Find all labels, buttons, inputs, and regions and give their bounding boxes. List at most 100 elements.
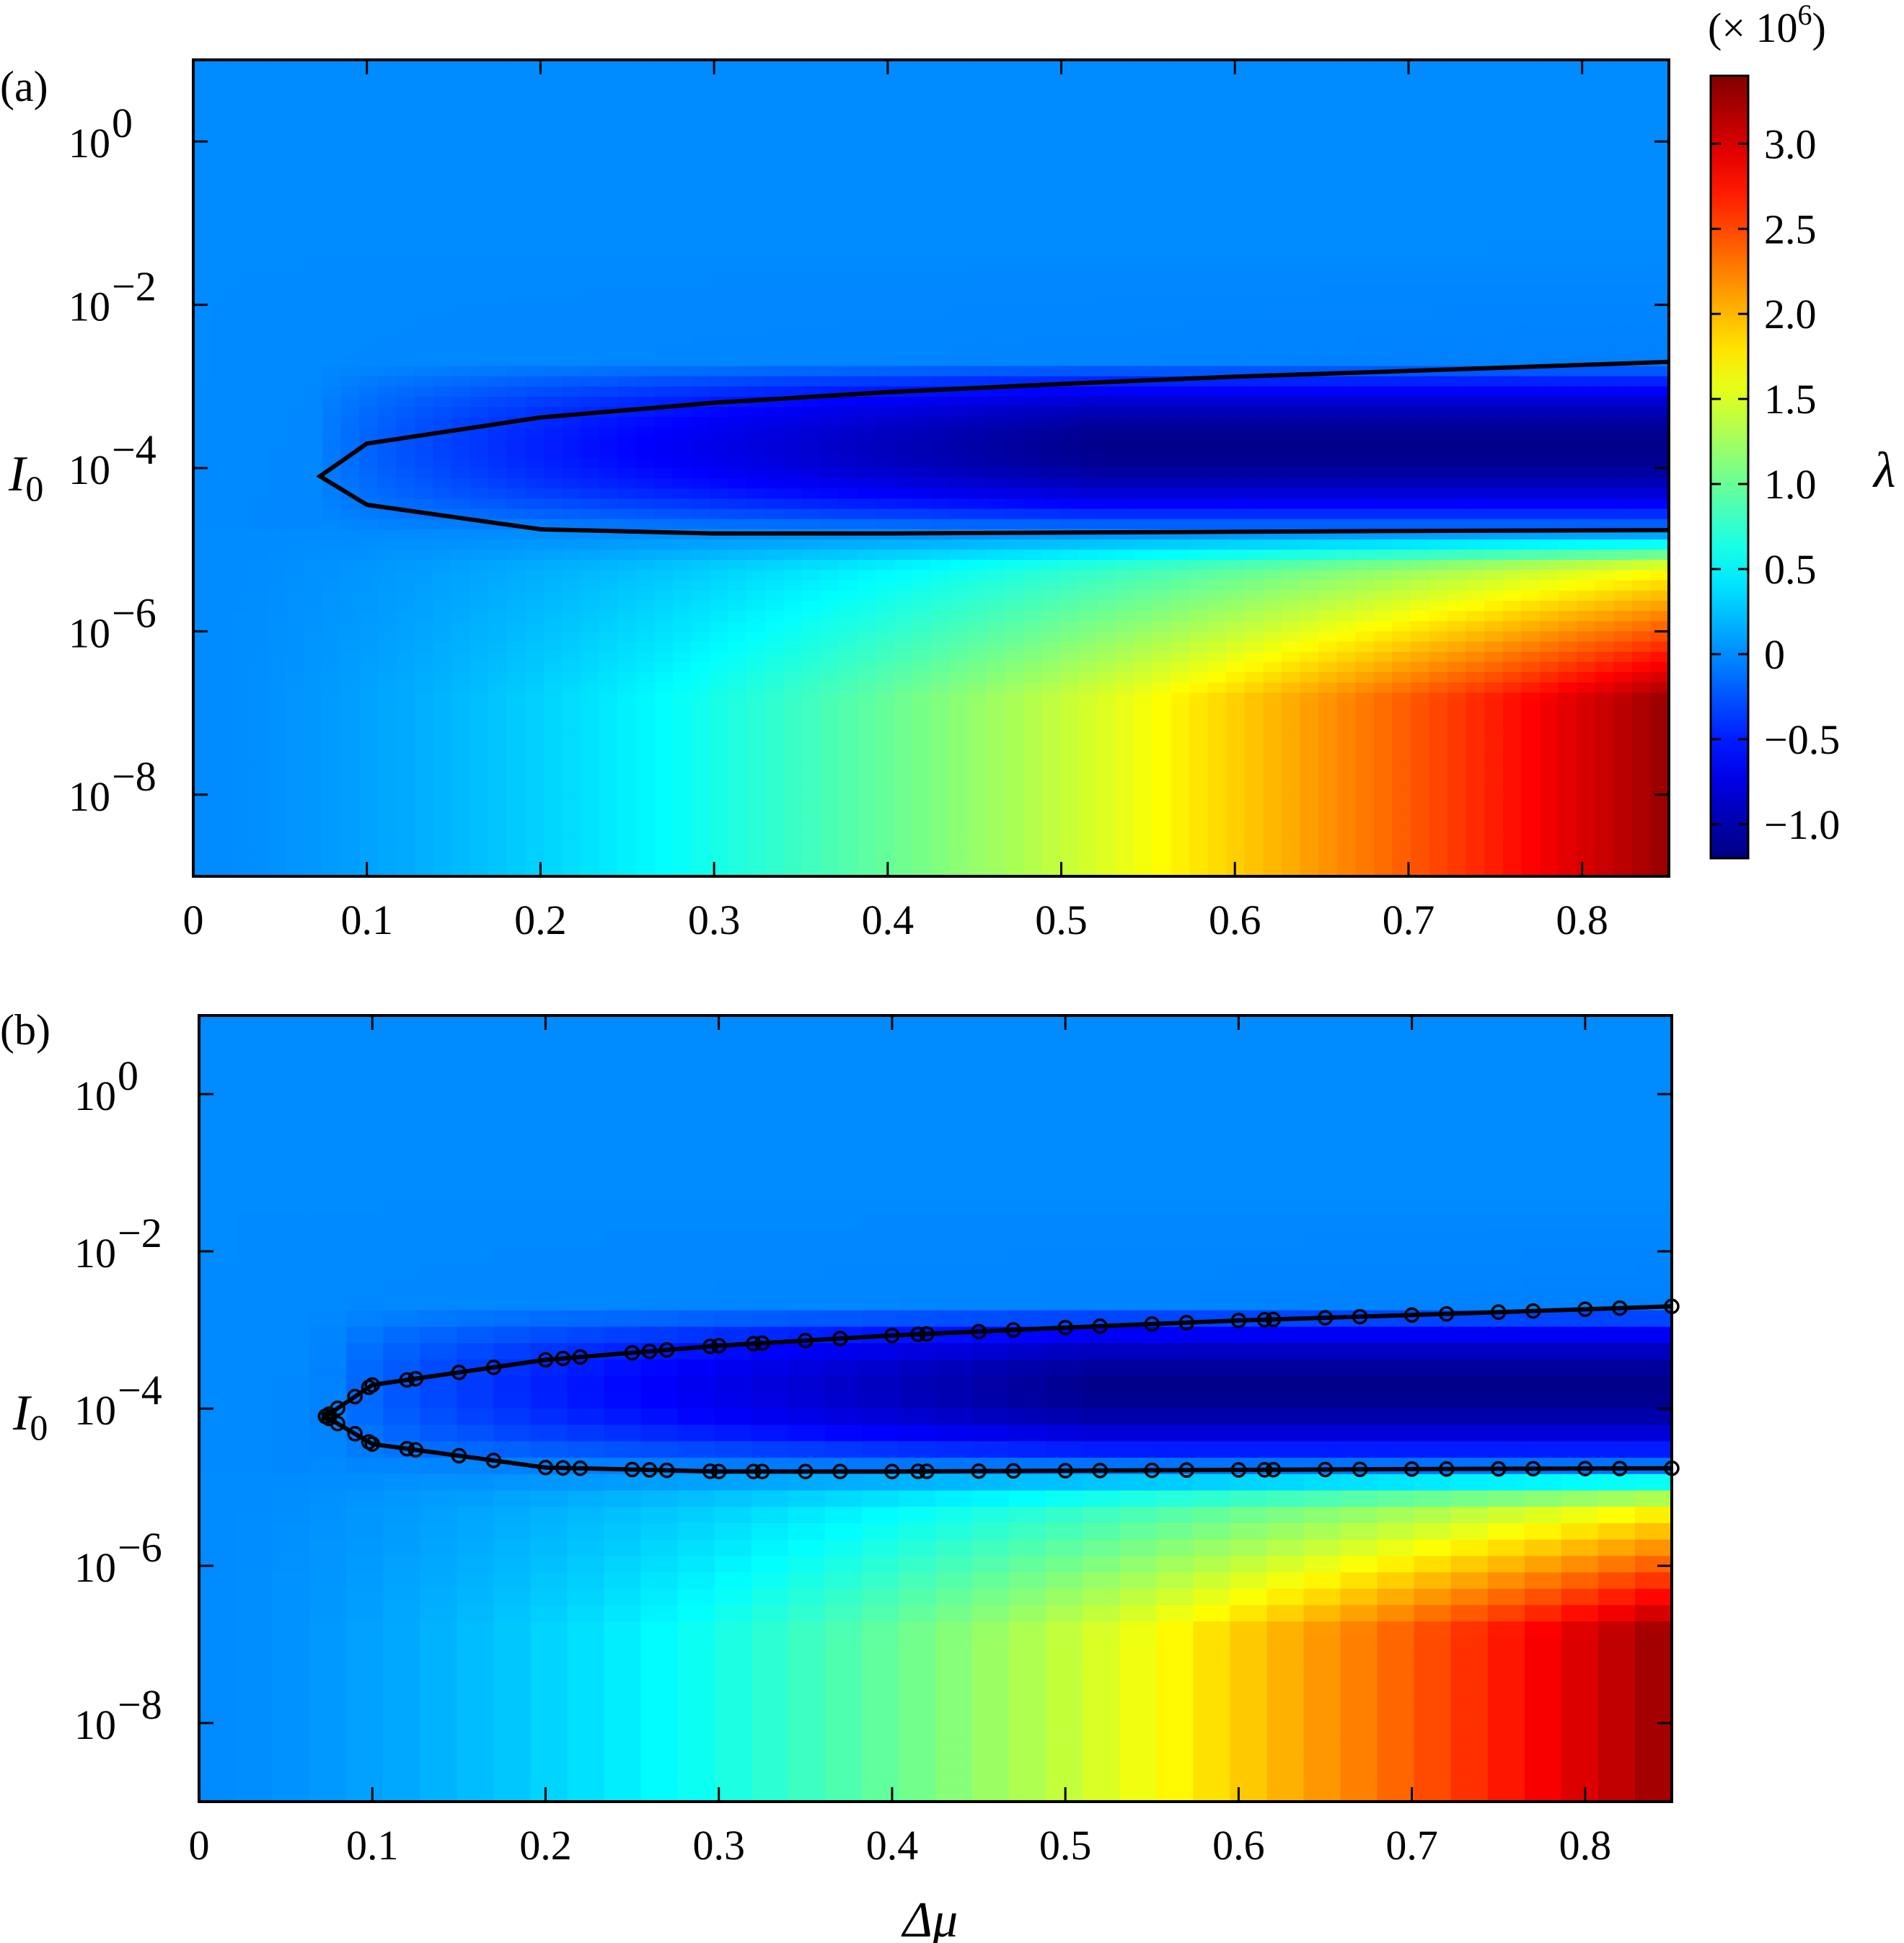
heatmap-cell — [470, 580, 490, 591]
heatmap-cell — [912, 294, 932, 306]
heatmap-cell — [1300, 651, 1319, 663]
heatmap-cell — [377, 233, 397, 244]
heatmap-cell — [839, 162, 858, 173]
heatmap-cell — [340, 284, 360, 296]
heatmap-cell — [359, 774, 379, 785]
heatmap-cell — [581, 294, 600, 306]
heatmap-cell — [193, 60, 213, 71]
heatmap-cell — [599, 233, 619, 244]
heatmap-cell — [1134, 407, 1153, 418]
heatmap-cell — [433, 468, 452, 479]
heatmap-cell — [377, 672, 397, 683]
heatmap-cell — [820, 682, 839, 694]
heatmap-cell — [710, 356, 729, 367]
heatmap-cell — [1005, 457, 1024, 469]
heatmap-cell — [1023, 396, 1043, 407]
heatmap-cell — [193, 100, 213, 112]
heatmap-cell — [1097, 754, 1116, 765]
heatmap-cell — [968, 366, 987, 377]
heatmap-cell — [1263, 621, 1282, 633]
heatmap-cell — [746, 804, 766, 816]
heatmap-cell — [248, 203, 268, 214]
heatmap-cell — [1041, 825, 1061, 837]
heatmap-cell — [377, 274, 397, 286]
heatmap-cell — [1300, 835, 1319, 847]
heatmap-cell — [562, 784, 581, 796]
heatmap-cell — [1060, 815, 1080, 827]
heatmap-cell — [543, 478, 563, 490]
heatmap-cell — [728, 621, 748, 633]
heatmap-cell — [1336, 427, 1357, 439]
heatmap-cell — [1041, 754, 1061, 765]
heatmap-cell — [783, 120, 803, 132]
heatmap-cell — [488, 672, 508, 683]
heatmap-cell — [635, 488, 656, 500]
heatmap-cell — [599, 488, 619, 500]
heatmap-cell — [691, 243, 710, 255]
heatmap-cell — [470, 376, 490, 387]
heatmap-cell — [377, 804, 397, 816]
heatmap-cell — [340, 70, 360, 81]
heatmap-cell — [1152, 855, 1172, 867]
heatmap-cell — [968, 560, 987, 571]
heatmap-cell — [396, 110, 415, 122]
heatmap-cell — [230, 162, 250, 173]
heatmap-cell — [801, 304, 821, 316]
heatmap-cell — [801, 825, 821, 837]
heatmap-cell — [1281, 131, 1301, 142]
heatmap-cell — [949, 794, 969, 806]
heatmap-cell — [267, 835, 286, 847]
heatmap-cell — [894, 539, 914, 550]
heatmap-cell — [230, 733, 250, 744]
heatmap-cell — [451, 407, 471, 418]
heatmap-cell — [857, 335, 877, 346]
heatmap-cell — [433, 815, 452, 827]
heatmap-cell — [396, 764, 415, 775]
heatmap-cell — [1060, 314, 1080, 326]
heatmap-cell — [451, 335, 471, 346]
heatmap-cell — [1152, 386, 1172, 397]
heatmap-cell — [1318, 508, 1338, 520]
heatmap-cell — [1189, 845, 1209, 857]
heatmap-cell — [377, 294, 397, 306]
heatmap-cell — [654, 203, 674, 214]
heatmap-cell — [1318, 723, 1338, 734]
heatmap-cell — [1171, 60, 1190, 71]
heatmap-cell — [912, 243, 932, 255]
heatmap-cell — [451, 611, 471, 622]
heatmap-cell — [1078, 427, 1098, 439]
heatmap-cell — [931, 162, 951, 173]
heatmap-cell — [1078, 488, 1098, 500]
heatmap-cell — [764, 651, 785, 663]
heatmap-cell — [1078, 570, 1098, 581]
heatmap-cell — [285, 651, 305, 663]
heatmap-cell — [968, 80, 987, 92]
heatmap-cell — [1041, 600, 1061, 612]
heatmap-cell — [211, 764, 231, 775]
heatmap-cell — [1060, 417, 1080, 428]
heatmap-cell — [1189, 550, 1209, 561]
heatmap-cell — [1263, 508, 1282, 520]
heatmap-cell — [562, 764, 581, 775]
heatmap-cell — [525, 478, 545, 490]
heatmap-cell — [285, 600, 305, 612]
heatmap-cell — [820, 733, 839, 744]
heatmap-cell — [783, 345, 803, 357]
heatmap-cell — [433, 651, 452, 663]
heatmap-cell — [820, 376, 839, 387]
heatmap-cell — [581, 345, 600, 357]
heatmap-cell — [801, 580, 821, 591]
heatmap-cell — [1189, 661, 1209, 673]
heatmap-cell — [267, 580, 286, 591]
heatmap-cell — [322, 325, 342, 336]
heatmap-cell — [433, 621, 452, 633]
heatmap-cell — [783, 223, 803, 234]
heatmap-cell — [710, 253, 729, 265]
heatmap-cell — [691, 641, 710, 653]
heatmap-cell — [525, 243, 545, 255]
heatmap-cell — [912, 580, 932, 591]
heatmap-cell — [691, 447, 710, 459]
heatmap-cell — [1318, 100, 1338, 112]
heatmap-cell — [1281, 764, 1301, 775]
heatmap-cell — [801, 192, 821, 203]
